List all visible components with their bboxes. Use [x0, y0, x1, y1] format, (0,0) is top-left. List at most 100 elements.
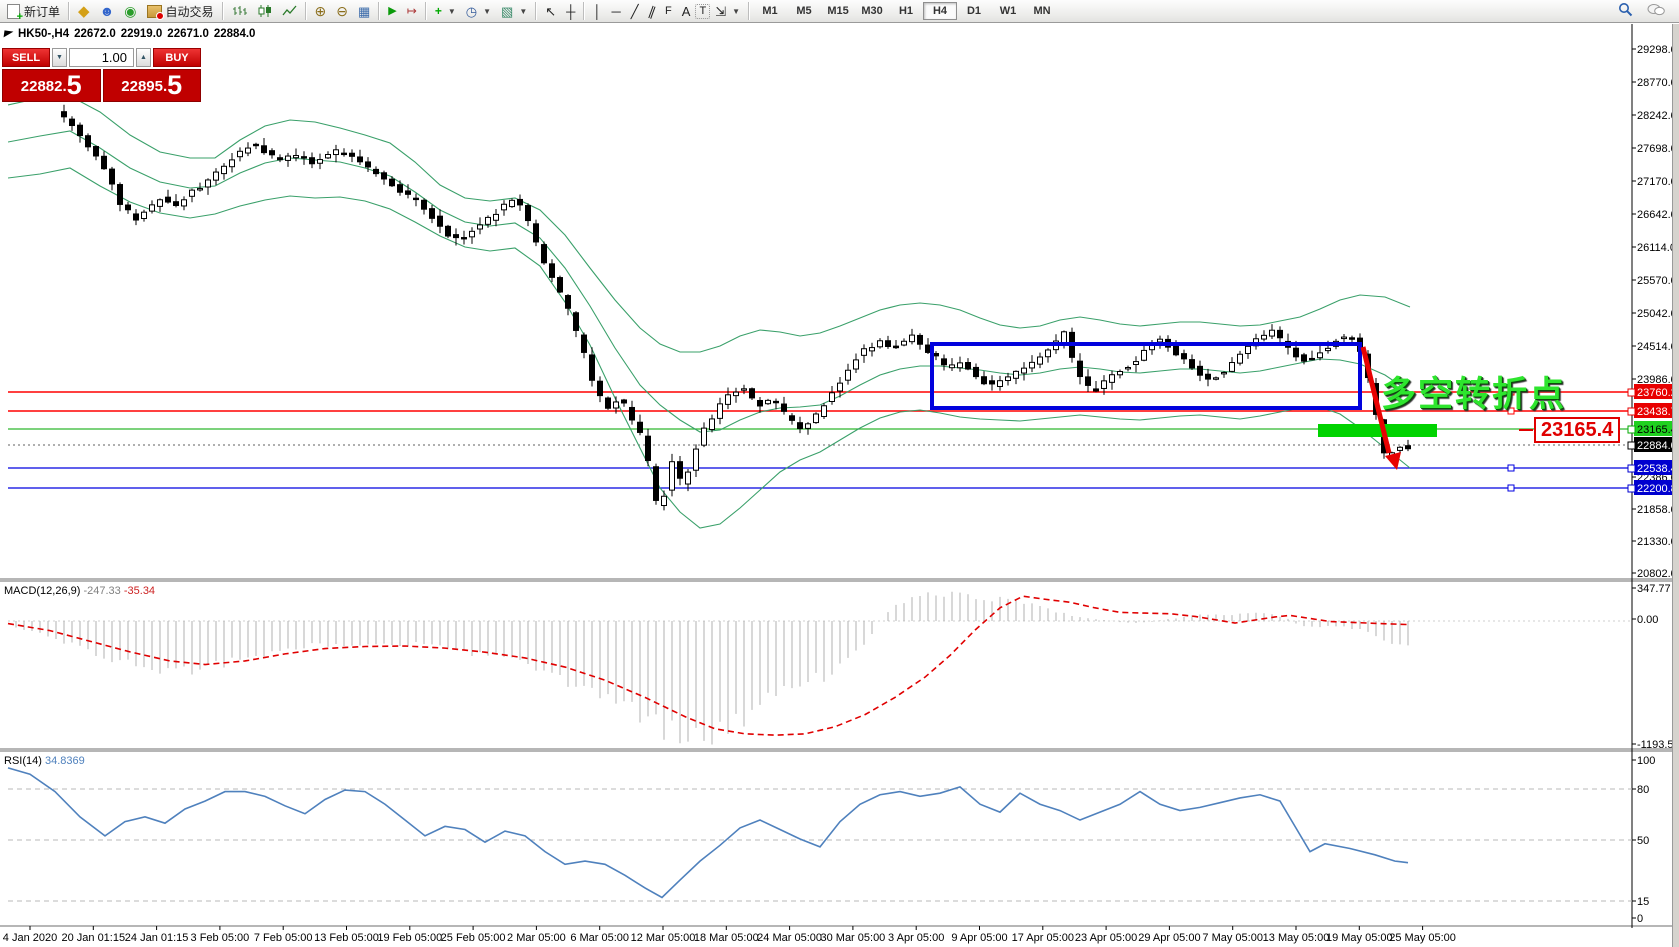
svg-text:22200.8: 22200.8	[1637, 483, 1677, 495]
macd-main-value: -247.33	[83, 585, 121, 597]
new-order-icon: +	[7, 3, 23, 22]
timeframe-button-m5[interactable]: M5	[796, 5, 812, 17]
time-axis: 4 Jan 2020 20 Jan 01:15 24 Jan 01:15 3 Feb …	[3, 926, 1456, 944]
timeframe-button-m1[interactable]: M1	[762, 5, 778, 17]
svg-text:21330.0: 21330.0	[1637, 536, 1677, 548]
timeframe-button-d1[interactable]: D1	[966, 5, 982, 17]
svg-text:19 May 05:00: 19 May 05:00	[1326, 932, 1393, 944]
market-watch-icon[interactable]: ◆	[78, 2, 90, 20]
periods-button[interactable]: ◷ ▼	[465, 3, 492, 19]
text-tool-icon[interactable]: A	[681, 3, 691, 19]
timeframe-button-m15[interactable]: M15	[827, 5, 849, 17]
svg-text:3 Feb 05:00: 3 Feb 05:00	[191, 932, 250, 944]
auto-trading-button[interactable]: 自动交易	[142, 1, 219, 22]
pane-separators	[0, 578, 1679, 927]
chart-canvas[interactable]: 29298.0 28770.0 28242.0 27698.0 27170.0 26642…	[0, 24, 1679, 947]
timeframe-button-m30[interactable]: M30	[861, 5, 883, 17]
price-level-lines	[8, 388, 1632, 492]
vertical-line-tool-icon[interactable]: │	[593, 3, 602, 19]
chart-window[interactable]: 29298.0 28770.0 28242.0 27698.0 27170.0 26642…	[0, 24, 1679, 947]
timeframe-group: M1 M5 M15 M30 H1 H4 D1 W1 MN	[753, 2, 1059, 20]
sell-button[interactable]: SELL	[2, 48, 50, 67]
bollinger-bands	[8, 95, 1411, 529]
indicators-button[interactable]: + ▼	[434, 4, 456, 18]
svg-text:20802.0: 20802.0	[1637, 568, 1677, 580]
bar-chart-icon[interactable]	[227, 2, 252, 20]
svg-text:29298.0: 29298.0	[1637, 44, 1677, 56]
svg-text:28770.0: 28770.0	[1637, 77, 1677, 89]
new-order-button[interactable]: + 新订单	[2, 1, 65, 22]
template-icon: ▧	[501, 3, 514, 19]
svg-text:26642.0: 26642.0	[1637, 209, 1677, 221]
svg-text:23 Apr 05:00: 23 Apr 05:00	[1075, 932, 1137, 944]
svg-text:347.77: 347.77	[1637, 583, 1671, 595]
svg-text:7 Feb 05:00: 7 Feb 05:00	[254, 932, 313, 944]
ohlc-high: 22919.0	[120, 28, 163, 40]
timeframe-button-mn[interactable]: MN	[1033, 5, 1051, 17]
bollinger-lower-line	[8, 167, 1411, 529]
lot-size-input[interactable]: 1.00	[69, 48, 134, 67]
svg-text:28242.0: 28242.0	[1637, 110, 1677, 122]
horizontal-line-tool-icon[interactable]: ─	[611, 3, 621, 19]
svg-text:25570.0: 25570.0	[1637, 275, 1677, 287]
svg-text:20 Jan 01:15: 20 Jan 01:15	[61, 932, 125, 944]
chat-icon[interactable]	[1647, 3, 1665, 20]
symbol-period: HK50-,H4	[18, 28, 70, 40]
price-badge	[1634, 480, 1679, 495]
crosshair-tool-icon[interactable]: ┼	[566, 3, 576, 19]
templates-button[interactable]: ▧ ▼	[501, 3, 528, 19]
fibonacci-tool-icon[interactable]: F	[665, 4, 672, 17]
svg-text:50: 50	[1637, 835, 1649, 847]
timeframe-button-h1[interactable]: H1	[898, 5, 914, 17]
zoom-out-icon[interactable]: ⊖	[336, 2, 348, 19]
buy-price-button[interactable]: 22895. 5	[102, 69, 201, 102]
auto-trading-label: 自动交易	[165, 4, 214, 19]
line-chart-icon[interactable]	[277, 2, 302, 20]
svg-text:23986.0: 23986.0	[1637, 374, 1677, 386]
svg-text:2 Mar 05:00: 2 Mar 05:00	[507, 932, 566, 944]
svg-text:21858.0: 21858.0	[1637, 504, 1677, 516]
svg-text:22884.0: 22884.0	[1637, 440, 1677, 452]
lot-increase-button[interactable]: ▲	[136, 48, 151, 67]
indicators-icon: +	[434, 4, 442, 18]
sell-price-button[interactable]: 22882. 5	[2, 69, 101, 102]
svg-text:22538.4: 22538.4	[1637, 463, 1677, 475]
svg-text:0.00: 0.00	[1637, 614, 1658, 626]
timeframe-button-h4[interactable]: H4	[923, 2, 958, 20]
buy-button[interactable]: BUY	[153, 48, 201, 67]
clock-icon: ◷	[465, 3, 478, 19]
svg-text:13 May 05:00: 13 May 05:00	[1263, 932, 1330, 944]
svg-text:29 Apr 05:00: 29 Apr 05:00	[1138, 932, 1200, 944]
svg-text:24 Jan 01:15: 24 Jan 01:15	[125, 932, 189, 944]
price-badge	[1634, 460, 1679, 475]
cursor-tool-icon[interactable]: ↖	[545, 3, 557, 19]
svg-text:9 Apr 05:00: 9 Apr 05:00	[951, 932, 1007, 944]
label-tool-icon[interactable]: T	[695, 3, 711, 19]
accounts-icon[interactable]: ☻	[99, 2, 115, 19]
signal-icon[interactable]: ◉	[124, 2, 137, 19]
svg-text:19 Feb 05:00: 19 Feb 05:00	[377, 932, 442, 944]
rsi-pane	[7, 767, 1632, 902]
svg-text:25 Feb 05:00: 25 Feb 05:00	[441, 932, 506, 944]
candlestick-chart-icon[interactable]	[252, 2, 277, 20]
chart-shift-icon[interactable]: ↦	[406, 3, 417, 18]
svg-text:27698.0: 27698.0	[1637, 143, 1677, 155]
arrows-tool-button[interactable]: ⇲ ▼	[715, 3, 741, 19]
bollinger-upper-line	[8, 95, 1411, 353]
zoom-in-icon[interactable]: ⊕	[314, 2, 327, 19]
svg-text:30 Mar 05:00: 30 Mar 05:00	[820, 932, 885, 944]
price-level-badges: 23760.2 23438.7 23165.4 22884.0 22538.4 22200…	[1627, 384, 1679, 495]
macd-signal-value: -35.34	[123, 585, 156, 597]
timeframe-button-w1[interactable]: W1	[999, 5, 1017, 17]
level-callout-label: 23165.4	[1534, 417, 1621, 443]
new-order-label: 新订单	[24, 4, 61, 19]
search-icon[interactable]	[1618, 2, 1633, 20]
trendline-tool-icon[interactable]: ╱	[630, 3, 639, 19]
svg-text:23438.7: 23438.7	[1637, 406, 1677, 418]
price-badge	[1634, 421, 1679, 436]
auto-scroll-icon[interactable]: ▶	[388, 4, 397, 17]
breakdown-arrow-shaft	[1360, 346, 1392, 454]
tile-windows-icon[interactable]: ▦	[358, 3, 371, 19]
lot-decrease-button[interactable]: ▼	[52, 48, 67, 67]
sell-price-main: 22882	[20, 78, 63, 95]
